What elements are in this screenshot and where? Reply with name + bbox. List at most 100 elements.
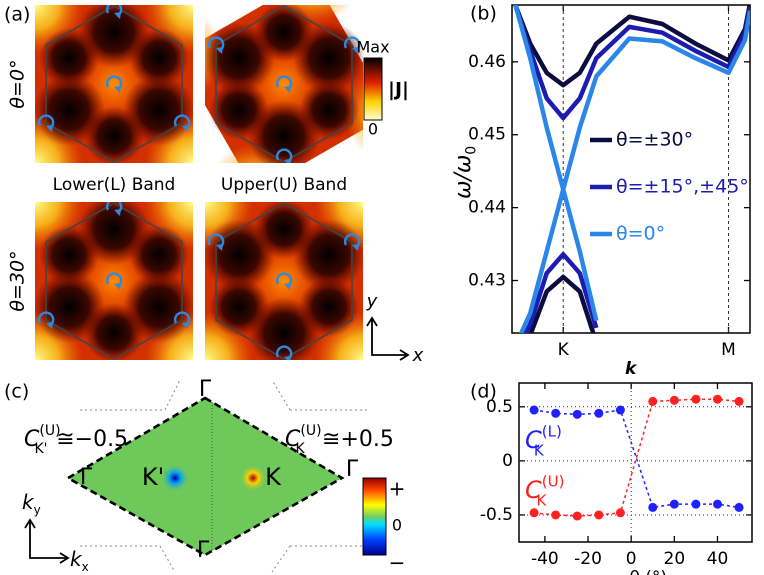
series-line [528, 274, 596, 333]
rich-label: C(L) K [525, 422, 562, 459]
data-point [572, 409, 582, 419]
colorbar [362, 477, 387, 556]
rich-label: ω/ω0 [451, 146, 480, 199]
y-tick-label: 0.5 [486, 397, 513, 417]
heatmaps [35, 5, 363, 360]
axis-label: x [412, 345, 424, 366]
series-line [512, 5, 750, 121]
legend-label: θ=0° [616, 223, 665, 245]
gamma-label: Γ [199, 377, 212, 402]
legend-label: θ=±15°,±45° [616, 176, 749, 198]
y-tick-label: 0.44 [468, 198, 506, 218]
zone-outlines [80, 379, 370, 573]
series-line [523, 252, 599, 333]
rich-label: C(U) K [525, 472, 564, 509]
x-tick-label: M [721, 340, 736, 360]
rich-label: θ (°) [630, 568, 668, 575]
data-point [648, 502, 658, 512]
row-label: θ=0° [7, 59, 29, 108]
column-label: Upper(U) Band [221, 175, 347, 195]
label-sub: 0 [464, 146, 480, 155]
series-line [513, 5, 750, 192]
chern-label: C(U) K' ≅−0.5 [24, 423, 128, 457]
colorbar-title: |J| [388, 79, 409, 101]
series-line [518, 187, 599, 333]
rich-label: ky [22, 490, 41, 517]
data-point [691, 394, 701, 404]
gamma-label: Γ [197, 538, 210, 563]
panel-label: (a) [4, 4, 30, 26]
y-tick-label: 0.43 [468, 271, 506, 291]
data-point [572, 511, 582, 521]
colorbar-label: + [389, 477, 406, 501]
axis-label: y [366, 291, 378, 312]
axis-label: kx [70, 547, 89, 574]
label-sup: (U) [39, 423, 60, 439]
label-sub: K [296, 441, 306, 457]
chern-label: C(U) K ≅+0.5 [285, 423, 394, 457]
y-tick-label: 0.45 [468, 125, 506, 145]
label-sub: K' [35, 441, 48, 457]
data-point [594, 408, 604, 418]
label-rel: ≅+0.5 [322, 427, 394, 452]
data-point [712, 499, 722, 509]
label-base: k [70, 547, 83, 571]
axis-label: ky [22, 490, 41, 517]
colorbar-label: 0 [392, 516, 402, 535]
data-point [734, 396, 744, 406]
data-point [734, 502, 744, 512]
label-base: ω/ω [451, 155, 476, 199]
x-tick-label: 40 [707, 549, 729, 569]
label-base: k [22, 490, 35, 514]
label-sup: (L) [542, 422, 562, 440]
y-tick-label: 0 [502, 451, 513, 471]
x-tick-label: 0 [626, 549, 637, 569]
label-base: C [24, 427, 40, 452]
data-point [648, 396, 658, 406]
series-line [512, 5, 750, 88]
axes-arrows [24, 518, 70, 564]
colorbar-label: Max [356, 38, 389, 57]
axes-arrows [366, 316, 410, 361]
rich-label: k [625, 359, 638, 379]
valley-blob [161, 464, 189, 492]
label-base: k [625, 359, 638, 379]
rich-label: C(U) K ≅+0.5 [285, 423, 394, 457]
data-point [551, 510, 561, 520]
data-point [615, 405, 625, 415]
series-line [533, 409, 740, 509]
colorbar-label: − [389, 551, 406, 575]
series-line [534, 398, 740, 517]
x-tick-label: K [558, 340, 570, 360]
valley-label: K [265, 463, 282, 491]
label-sub: y [34, 503, 41, 517]
brillouin-zone [65, 396, 345, 557]
panel-label: (d) [470, 381, 497, 403]
y-tick-label: 0.46 [468, 52, 506, 72]
label-sub: K [537, 491, 548, 509]
x-tick-label: -40 [531, 549, 559, 569]
data-point [712, 394, 722, 404]
label-rel: ≅−0.5 [56, 427, 128, 452]
data-point [669, 395, 679, 405]
label-base: θ (°) [630, 568, 668, 575]
column-label: Lower(L) Band [53, 175, 176, 195]
label-base: C [285, 427, 301, 452]
panel-label: (b) [470, 3, 497, 25]
label-sup: (U) [542, 472, 565, 490]
y-tick-label: -0.5 [480, 505, 513, 525]
colorbar [363, 57, 383, 121]
data-point [669, 499, 679, 509]
rich-label: kx [70, 547, 89, 574]
rich-label: C(U) K' ≅−0.5 [24, 423, 128, 457]
data-point [691, 499, 701, 509]
legend-label: θ=±30° [616, 129, 693, 151]
label-sub: K [534, 441, 545, 459]
x-tick-label: -20 [574, 549, 602, 569]
data-point [529, 508, 539, 518]
gamma-label: Γ [80, 465, 93, 490]
x-tick-label: 20 [664, 549, 686, 569]
colorbar-label: 0 [368, 120, 378, 139]
data-point [594, 510, 604, 520]
